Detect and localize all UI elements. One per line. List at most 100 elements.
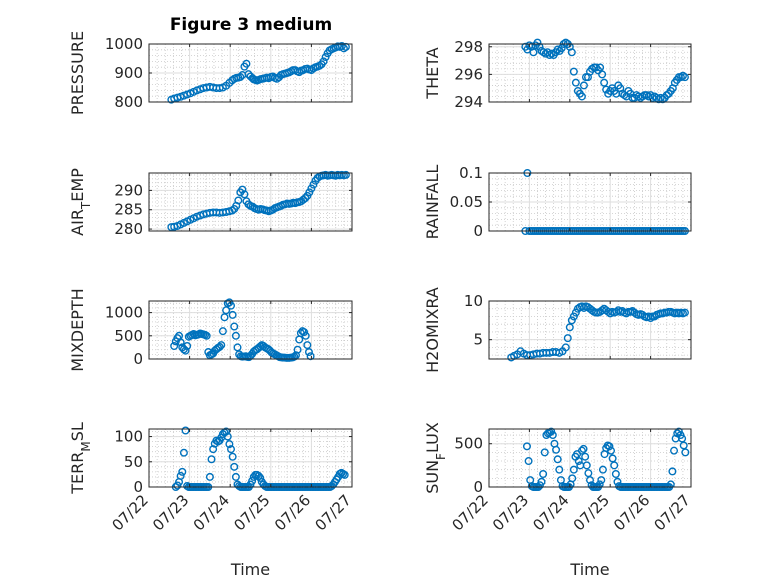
data-point bbox=[304, 348, 313, 357]
data-point bbox=[248, 476, 257, 485]
data-point bbox=[567, 316, 576, 325]
data-point bbox=[301, 194, 310, 203]
data-point bbox=[230, 462, 239, 471]
y-tick-label: 1000 bbox=[105, 304, 143, 322]
data-point bbox=[340, 470, 349, 479]
y-axis-label-main: RAINFALL bbox=[423, 165, 442, 240]
x-tick-label: 07/27 bbox=[312, 491, 355, 534]
x-tick-label: 07/23 bbox=[149, 491, 192, 534]
data-point bbox=[228, 310, 237, 319]
axes-box bbox=[148, 172, 353, 232]
ticks bbox=[148, 173, 353, 231]
y-tick-label: 900 bbox=[114, 64, 143, 82]
y-tick-label: 10 bbox=[464, 292, 483, 310]
subplot-terr_msl: 0 50 100 TERRMSL 07/2207/2307/2407/2507/2607… bbox=[68, 422, 355, 579]
data-point bbox=[248, 202, 257, 211]
data-point bbox=[222, 306, 231, 315]
subplot-h2omixra: 5 10 H2OMIXRA bbox=[423, 287, 692, 373]
x-tick-label: 07/25 bbox=[570, 491, 613, 534]
y-axis-label-main: PRESSURE bbox=[68, 31, 87, 115]
data-point bbox=[574, 457, 583, 466]
data-point bbox=[303, 341, 312, 350]
data-point bbox=[215, 342, 224, 351]
data-point bbox=[582, 461, 591, 470]
y-axis-label: TERRMSL bbox=[68, 422, 93, 495]
data-point bbox=[681, 448, 690, 457]
plot-area bbox=[489, 44, 691, 102]
data-point bbox=[244, 70, 253, 79]
data-point bbox=[207, 455, 216, 464]
y-tick-label: 0 bbox=[133, 478, 143, 496]
data-point bbox=[569, 465, 578, 474]
data-point bbox=[181, 426, 190, 435]
y-axis-label-main: AIR bbox=[68, 209, 87, 236]
data-point bbox=[600, 78, 609, 87]
data-point bbox=[646, 314, 655, 323]
data-point bbox=[341, 170, 350, 179]
data-point bbox=[315, 61, 324, 70]
data-point bbox=[540, 448, 549, 457]
x-tick-label: 07/27 bbox=[651, 491, 694, 534]
axes-box bbox=[488, 428, 692, 488]
data-point bbox=[670, 446, 679, 455]
data-point bbox=[571, 308, 580, 317]
ticks bbox=[488, 172, 692, 232]
data-point bbox=[170, 342, 179, 351]
y-tick-label: 290 bbox=[114, 181, 143, 199]
data-point bbox=[231, 331, 240, 340]
y-tick-label: 1000 bbox=[105, 35, 143, 53]
data-point bbox=[568, 474, 577, 483]
ticks bbox=[148, 429, 353, 488]
data-point bbox=[337, 42, 346, 51]
y-tick-label: 500 bbox=[454, 435, 483, 453]
y-tick-label: 0.1 bbox=[459, 164, 483, 182]
ticks bbox=[488, 300, 692, 359]
y-axis-label-sub: M bbox=[79, 441, 93, 451]
data-point bbox=[577, 92, 586, 101]
data-point bbox=[553, 455, 562, 464]
y-axis-label-tail: SL bbox=[68, 422, 87, 441]
data-point bbox=[605, 442, 614, 451]
data-point bbox=[228, 452, 237, 461]
data-point bbox=[305, 188, 314, 197]
data-point bbox=[227, 445, 236, 454]
data-point bbox=[610, 461, 619, 470]
data-point bbox=[309, 180, 318, 189]
ticks bbox=[148, 43, 353, 103]
data-point bbox=[569, 67, 578, 76]
y-axis-label-main: MIXDEPTH bbox=[68, 288, 87, 371]
y-axis-label-main: TERR bbox=[68, 452, 87, 495]
data-point bbox=[217, 341, 226, 350]
data-point bbox=[222, 427, 231, 436]
axes-box bbox=[148, 428, 353, 488]
data-point bbox=[220, 313, 229, 322]
y-axis-label-main: THETA bbox=[423, 47, 442, 99]
series-mixdepth bbox=[170, 298, 315, 362]
subplot-theta: 294 296 298 THETA bbox=[423, 38, 692, 111]
y-axis-label-main: H2OMIXRA bbox=[423, 287, 442, 373]
data-point bbox=[231, 472, 240, 481]
data-point bbox=[555, 465, 564, 474]
data-point bbox=[223, 432, 232, 441]
data-point bbox=[650, 312, 659, 321]
data-point bbox=[227, 301, 236, 310]
y-axis-label: PRESSURE bbox=[68, 31, 87, 115]
data-point bbox=[242, 59, 251, 68]
data-point bbox=[268, 205, 277, 214]
data-point bbox=[218, 327, 227, 336]
subplot-pressure: 800 900 1000 PRESSURE bbox=[68, 31, 353, 115]
y-tick-label: 500 bbox=[114, 327, 143, 345]
data-point bbox=[533, 38, 542, 47]
data-point bbox=[319, 57, 328, 66]
data-point bbox=[183, 342, 192, 351]
y-axis-label: MIXDEPTH bbox=[68, 288, 87, 371]
y-axis-label-sub: F bbox=[434, 453, 448, 460]
data-point bbox=[579, 81, 588, 90]
data-point bbox=[256, 473, 265, 482]
data-point bbox=[668, 467, 677, 476]
subplot-sun_flux: 0500SUNFLUX07/2207/2307/2407/2507/2607/2… bbox=[423, 422, 694, 579]
data-point bbox=[225, 440, 234, 449]
y-axis-label: AIRTEMP bbox=[68, 168, 93, 236]
data-point bbox=[179, 448, 188, 457]
data-point bbox=[598, 465, 607, 474]
